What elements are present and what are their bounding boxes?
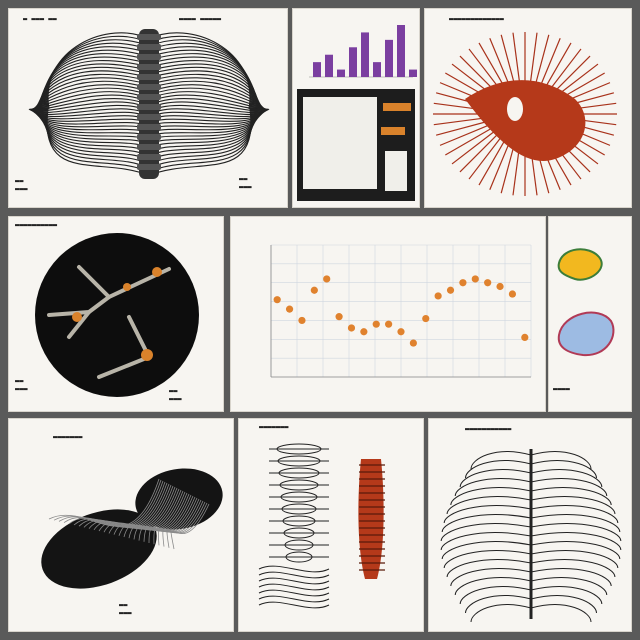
mini-bar: [349, 47, 357, 77]
mini-bar: [337, 69, 345, 77]
scatter-point: [273, 296, 281, 304]
inset-sheet: [303, 97, 377, 189]
mini-bar: [385, 39, 393, 77]
scatter-point: [459, 279, 467, 287]
scatter-point: [508, 290, 517, 298]
note-rib-header: ▬▬▬▬▬▬▬▬▬▬▬: [465, 425, 512, 433]
panel-red-organ: ▬▬▬▬▬▬▬▬▬▬▬▬▬: [424, 8, 632, 208]
ribcage-illustration: [440, 449, 622, 623]
note-spec-header: ▬▬▬▬▬▬▬: [259, 423, 289, 431]
inset-orange-bar-2: [381, 127, 405, 135]
scatter-point: [323, 275, 331, 283]
note-branch-header: ▬▬▬▬▬▬▬▬▬▬: [15, 221, 58, 229]
scatter-point: [496, 282, 504, 291]
panel-branch: ▬▬▬▬▬▬▬▬▬▬ ▬▬ ▬▬▬ ▬▬ ▬▬▬: [8, 216, 224, 412]
scatter-point: [298, 316, 306, 325]
note-topright: ▬▬▬▬ ▬▬▬▬▬: [179, 15, 222, 23]
panel-mini-chart: [292, 8, 420, 208]
panel-ribcage: ▬▬▬▬▬▬▬▬▬▬▬: [428, 418, 632, 632]
scatter-point: [397, 328, 405, 336]
panel-side-renders: ▬▬▬▬: [548, 216, 632, 412]
specimens-illustration: [258, 443, 385, 609]
scatter-point: [446, 286, 455, 294]
scatter-point: [285, 305, 294, 313]
inset-white-block: [385, 151, 407, 191]
note-side-footer: ▬▬▬▬: [553, 385, 570, 393]
side-render-illustrations: [557, 248, 615, 357]
panel-spine-sketch: ▬ ▬▬▬ ▬▬ ▬▬▬▬ ▬▬▬▬▬ ▬▬ ▬▬▬ ▬▬ ▬▬▬: [8, 8, 288, 208]
scatter-point: [310, 286, 318, 294]
scatter-point: [521, 333, 529, 341]
scatter-point: [484, 279, 492, 287]
red-organ-illustration: [433, 32, 617, 196]
panel-scatter-chart: [230, 216, 546, 412]
mini-bar-chart: [309, 25, 417, 78]
note-topleft: ▬ ▬▬▬ ▬▬: [23, 15, 57, 23]
scatter-point: [372, 320, 380, 328]
note-branch-left: ▬▬ ▬▬▬: [15, 377, 28, 393]
scatter-point: [471, 275, 479, 283]
note-branch-right: ▬▬ ▬▬▬: [169, 387, 182, 403]
mini-bar: [325, 54, 333, 77]
scatter-point: [409, 339, 417, 347]
scatter-point: [385, 320, 393, 328]
note-red-header: ▬▬▬▬▬▬▬▬▬▬▬▬▬: [449, 15, 504, 23]
inset-orange-bar-1: [383, 103, 411, 111]
note-dark-footer: ▬▬ ▬▬▬: [119, 601, 132, 617]
mini-bar: [313, 62, 321, 77]
note-bottomright: ▬▬ ▬▬▬: [239, 175, 252, 191]
branch-illustration: [35, 233, 199, 397]
scatter-point: [360, 328, 368, 336]
inset-dark-window: [297, 89, 415, 201]
panel-specimens: ▬▬▬▬▬▬▬: [238, 418, 424, 632]
panel-dark-organ: ▬▬▬▬▬▬▬ ▬▬ ▬▬▬: [8, 418, 234, 632]
spine-illustration: [28, 29, 270, 179]
mini-bar: [409, 69, 417, 77]
mini-bar: [373, 62, 381, 77]
mini-bar: [361, 32, 369, 77]
mini-bar: [397, 25, 405, 77]
scatter-point: [335, 313, 343, 321]
dark-organ-illustration: [41, 468, 223, 589]
scatter-point: [422, 314, 430, 323]
scatter-point: [347, 324, 356, 332]
note-bottomleft: ▬▬ ▬▬▬: [15, 177, 28, 193]
scatter-point: [434, 292, 442, 300]
scatter-plot: [270, 244, 532, 378]
note-dark-header: ▬▬▬▬▬▬▬: [53, 433, 83, 441]
